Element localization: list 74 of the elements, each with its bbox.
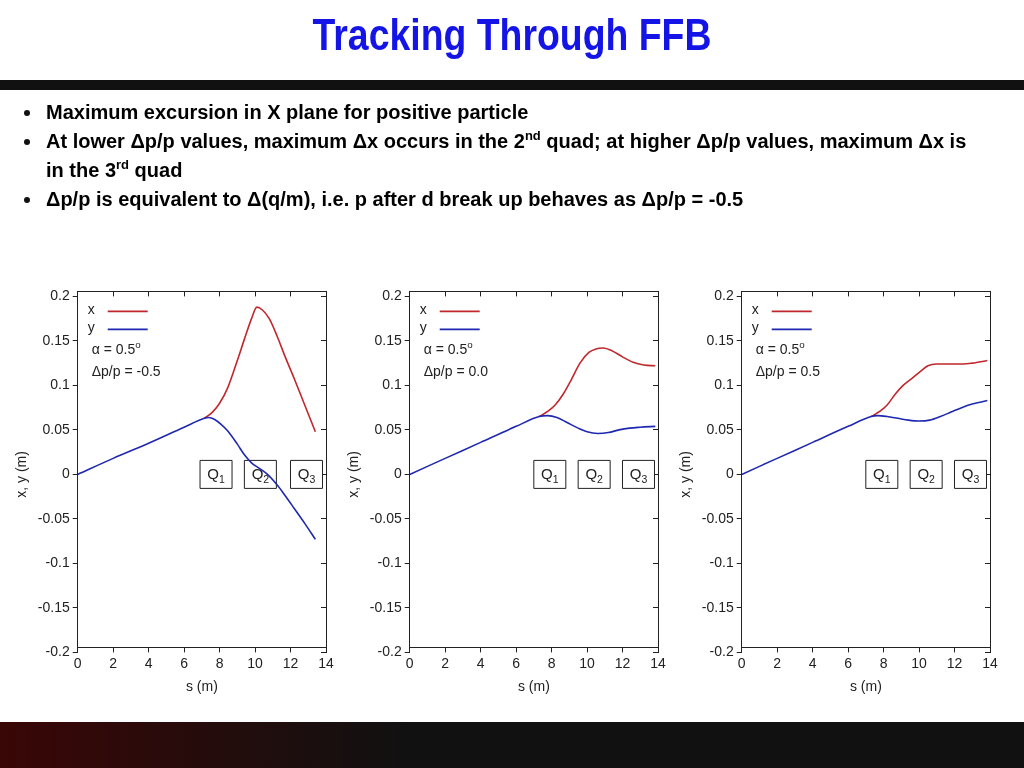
x-tick-label: 0	[737, 654, 746, 671]
y-tick-label: -0.1	[45, 554, 70, 571]
y-tick-label: -0.15	[701, 598, 734, 615]
y-tick-label: 0	[61, 465, 70, 482]
annotation: Δp/p = 0.5	[755, 363, 821, 380]
line-series	[203, 306, 317, 433]
annotation: Δp/p = 0.0	[423, 363, 489, 380]
line-series	[538, 347, 657, 418]
y-tick-label: 0	[725, 465, 734, 482]
x-tick-label: 10	[247, 654, 264, 671]
annotation: Δp/p = -0.5	[91, 363, 161, 380]
x-tick-label: 8	[215, 654, 224, 671]
y-tick-label: 0.2	[382, 287, 402, 304]
text: Tracking Through FFB	[311, 10, 713, 60]
y-tick-label: 0.15	[706, 331, 734, 348]
x-tick-label: 8	[547, 654, 556, 671]
x-tick-label: 0	[405, 654, 414, 671]
x-tick-label: 10	[579, 654, 596, 671]
y-tick-label: -0.2	[45, 643, 70, 660]
legend-label: y	[419, 319, 427, 336]
x-tick-label: 2	[773, 654, 782, 671]
y-tick-label: -0.1	[377, 554, 402, 571]
y-tick-label: -0.05	[37, 509, 70, 526]
x-tick-label: 12	[282, 654, 299, 671]
y-tick-label: 0.2	[714, 287, 734, 304]
text: Maximum excursion in X plane for positive particle	[46, 100, 530, 125]
y-tick-label: -0.05	[369, 509, 402, 526]
y-tick-label: -0.1	[709, 554, 734, 571]
y-tick-label: 0.05	[706, 420, 734, 437]
text: Δp/p is equivalent to Δ(q/m), i.e. p after d break up behaves as Δp/p = -0.5	[46, 187, 745, 212]
y-tick-label: 0.15	[374, 331, 402, 348]
legend-label: x	[751, 301, 759, 318]
x-tick-label: 6	[844, 654, 853, 671]
x-tick-label: 2	[109, 654, 118, 671]
y-tick-label: -0.2	[709, 643, 734, 660]
legend-label: y	[87, 319, 95, 336]
y-tick-label: 0.1	[714, 376, 734, 393]
legend-label: x	[87, 301, 95, 318]
x-tick-label: 14	[650, 654, 666, 671]
x-tick-label: 6	[180, 654, 189, 671]
y-tick-label: 0.2	[50, 287, 70, 304]
x-tick-label: 14	[982, 654, 998, 671]
y-axis-title: x, y (m)	[677, 451, 694, 498]
y-tick-label: -0.2	[377, 643, 402, 660]
x-tick-label: 0	[73, 654, 82, 671]
y-tick-label: -0.15	[369, 598, 402, 615]
x-tick-label: 4	[144, 654, 153, 671]
x-tick-label: 12	[614, 654, 631, 671]
x-axis-title: s (m)	[185, 678, 218, 695]
y-tick-label: 0.15	[42, 331, 70, 348]
legend-label: y	[751, 319, 759, 336]
x-tick-label: 14	[318, 654, 334, 671]
y-tick-label: 0	[393, 465, 402, 482]
y-tick-label: 0.05	[374, 420, 402, 437]
text: At lower Δp/p values, maximum Δx occurs in the 2$^{nd}$ quad; at higher Δp/p values, maximum Δx is in the 3$^{rd}$ quad	[46, 128, 967, 181]
y-tick-label: 0.05	[42, 420, 70, 437]
x-tick-label: 8	[879, 654, 888, 671]
y-axis-title: x, y (m)	[13, 451, 30, 498]
x-tick-label: 4	[808, 654, 817, 671]
y-axis-title: x, y (m)	[345, 451, 362, 498]
x-tick-label: 10	[911, 654, 928, 671]
legend-label: x	[419, 301, 427, 318]
line-series	[77, 416, 317, 541]
x-tick-label: 4	[476, 654, 485, 671]
x-axis-title: s (m)	[849, 678, 882, 695]
y-tick-label: 0.1	[382, 376, 402, 393]
x-tick-label: 2	[441, 654, 450, 671]
y-tick-label: -0.05	[701, 509, 734, 526]
y-tick-label: 0.1	[50, 376, 70, 393]
x-axis-title: s (m)	[517, 678, 550, 695]
x-tick-label: 12	[946, 654, 963, 671]
line-series	[870, 359, 989, 418]
x-tick-label: 6	[512, 654, 521, 671]
y-tick-label: -0.15	[37, 598, 70, 615]
